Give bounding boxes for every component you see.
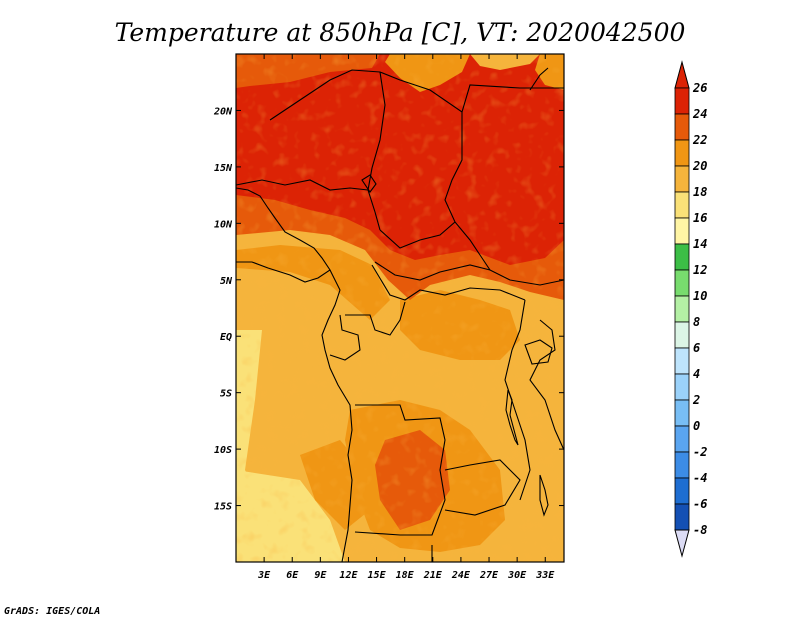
colorbar-swatch xyxy=(674,113,690,141)
x-axis: 3E 6E 9E 12E 15E 18E 21E 24E 27E 30E 33E xyxy=(257,54,555,581)
colorbar-label: 2 xyxy=(692,393,700,407)
x-tick-label: 12E xyxy=(339,570,358,581)
border-chad-sudan xyxy=(444,112,491,271)
x-tick-label: 27E xyxy=(479,570,499,581)
colorbar-label: 8 xyxy=(693,315,700,329)
y-tick-label: 5N xyxy=(220,276,233,287)
y-tick-label: 15N xyxy=(214,163,233,174)
chart-title: Temperature at 850hPa [C], VT: 202004250… xyxy=(115,18,686,47)
grads-credit: GrADS: IGES/COLA xyxy=(4,606,100,617)
x-tick-label: 21E xyxy=(423,570,443,581)
border-east-africa xyxy=(529,319,564,451)
colorbar-swatch xyxy=(674,139,690,167)
border-angola xyxy=(354,404,446,536)
colorbar-swatch xyxy=(674,269,690,297)
country-borders xyxy=(236,67,564,562)
x-tick-label: 33E xyxy=(535,570,555,581)
x-tick-label: 9E xyxy=(314,570,327,581)
colorbar-label: 24 xyxy=(692,107,707,121)
colorbar-swatch xyxy=(674,373,690,401)
colorbar-swatch xyxy=(674,451,690,479)
lake-victoria xyxy=(524,339,553,365)
colorbar-swatch xyxy=(674,425,690,453)
border-drc-north xyxy=(371,264,526,301)
y-tick-label: 15S xyxy=(214,502,232,513)
colorbar-label: 0 xyxy=(693,419,700,433)
colorbar-over-triangle xyxy=(674,60,690,89)
x-tick-label: 15E xyxy=(368,570,387,581)
colorbar-swatch xyxy=(674,503,690,531)
red-sea-coast xyxy=(529,67,549,91)
colorbar-label: 20 xyxy=(692,159,707,173)
colorbar-swatch xyxy=(674,477,690,505)
colorbar-label: 18 xyxy=(693,185,707,199)
y-tick-label: EQ xyxy=(220,332,232,343)
x-tick-label: 6E xyxy=(286,570,299,581)
x-tick-label: 18E xyxy=(396,570,415,581)
border-car-south xyxy=(374,261,564,286)
x-tick-label: 30E xyxy=(507,570,527,581)
y-tick-label: 10S xyxy=(214,445,232,456)
temperature-field-map xyxy=(236,54,564,562)
lake-chad xyxy=(361,174,377,193)
y-tick-label: 5S xyxy=(220,389,232,400)
colorbar-label: -4 xyxy=(693,471,707,485)
colorbar-under-triangle xyxy=(674,529,690,558)
colorbar-label: 14 xyxy=(693,237,707,251)
colorbar-swatch xyxy=(674,87,690,115)
colorbar-swatch xyxy=(674,191,690,219)
border-sahel xyxy=(236,179,369,191)
colorbar-label: 10 xyxy=(693,289,707,303)
colorbar-label: 22 xyxy=(692,133,707,147)
lake-malawi xyxy=(539,474,549,517)
y-tick-label: 20N xyxy=(213,106,233,117)
lake-tanganyika xyxy=(505,389,519,446)
coastline-gabon-congo-angola xyxy=(321,269,353,562)
field-texture xyxy=(236,54,564,562)
colorbar-label: -2 xyxy=(693,445,707,459)
colorbar-label: 12 xyxy=(693,263,707,277)
border-congo-drc xyxy=(345,301,406,336)
colorbar-label: 16 xyxy=(693,211,707,225)
colorbar-label: -8 xyxy=(693,523,707,537)
x-tick-label: 24E xyxy=(451,570,471,581)
colorbar-swatch xyxy=(674,399,690,427)
border-niger-chad xyxy=(367,71,386,231)
x-tick-label: 3E xyxy=(257,570,271,581)
colorbar-label: 26 xyxy=(692,81,707,95)
border-gabon xyxy=(329,314,361,361)
border-sahara xyxy=(269,69,564,121)
colorbar-swatch xyxy=(674,347,690,375)
coastline-west-africa xyxy=(236,187,331,283)
plot-frame xyxy=(235,53,565,563)
colorbar-swatch xyxy=(674,243,690,271)
border-car xyxy=(379,221,456,249)
border-zambia xyxy=(444,459,521,516)
colorbar-swatch xyxy=(674,217,690,245)
colorbar-swatch xyxy=(674,295,690,323)
colorbar-swatch xyxy=(674,321,690,349)
colorbar-label: -6 xyxy=(693,497,707,511)
colorbar-swatch xyxy=(674,165,690,193)
y-axis: 20N 15N 10N 5N EQ 5S 10S 15S xyxy=(213,106,564,513)
colorbar-label: 6 xyxy=(693,341,700,355)
y-tick-label: 10N xyxy=(214,219,233,230)
colorbar-label: 4 xyxy=(693,367,700,381)
